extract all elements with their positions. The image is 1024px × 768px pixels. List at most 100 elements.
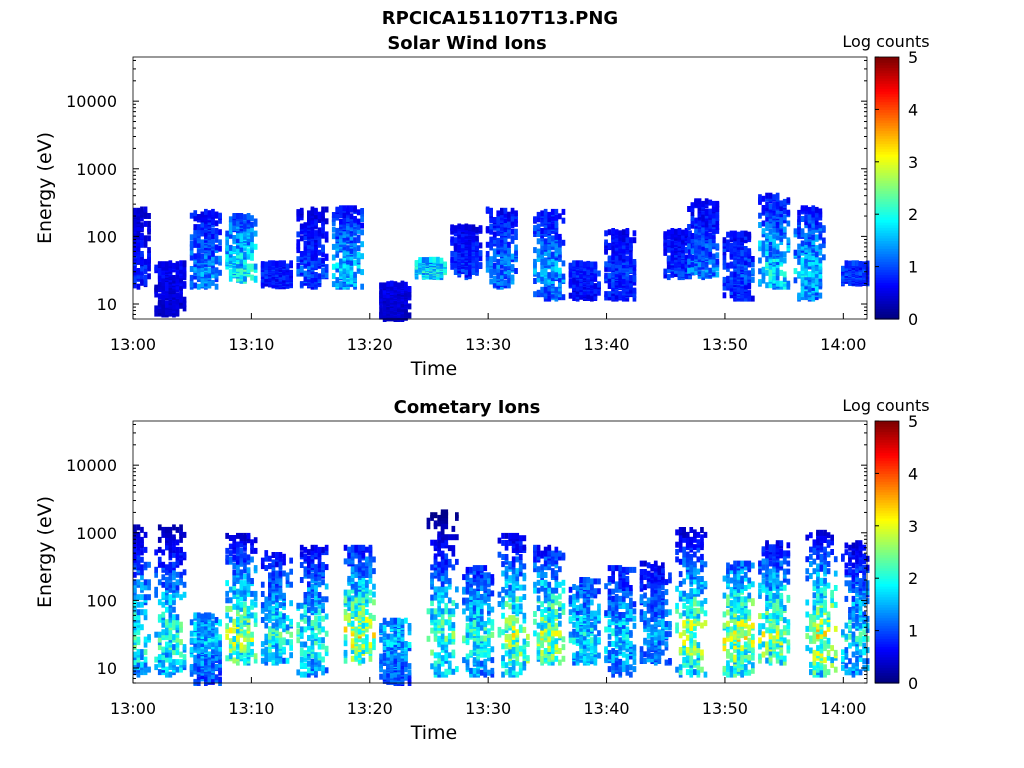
spectrogram-bin: [492, 262, 497, 269]
spectrogram-bin: [768, 245, 773, 252]
spectrogram-bin: [404, 281, 408, 288]
spectrogram-bin: [782, 251, 787, 258]
spectrogram-bin: [590, 278, 594, 285]
spectrogram-bin: [697, 198, 702, 205]
spectrogram-bin: [688, 253, 692, 259]
spectrogram-bin: [189, 637, 194, 644]
spectrogram-bin: [400, 280, 405, 287]
spectrogram-bin: [768, 206, 773, 213]
spectrogram-bin: [360, 216, 364, 222]
spectrogram-bin: [179, 576, 183, 583]
spectrogram-bin: [356, 257, 361, 264]
spectrogram-bin: [165, 282, 169, 289]
spectrogram-bin: [747, 256, 752, 262]
spectrogram-bin: [389, 280, 394, 287]
spectrogram-bin: [711, 212, 716, 219]
spectrogram-bin: [797, 249, 801, 256]
spectrogram-bin: [140, 251, 144, 257]
spectrogram-bin: [189, 630, 194, 637]
spectrogram-bin: [666, 255, 671, 262]
spectrogram-bin: [797, 219, 801, 226]
spectrogram-bin: [468, 238, 472, 245]
spectrogram-bin: [761, 220, 766, 227]
spectrogram-bin: [225, 558, 229, 565]
spectrogram-bin: [349, 205, 354, 212]
spectrogram-bin: [468, 224, 472, 231]
spectrogram-bin: [140, 594, 144, 601]
spectrogram-bin: [453, 250, 458, 257]
spectrogram-bin: [761, 231, 766, 238]
spectrogram-bin: [775, 269, 780, 276]
spectrogram-bin: [236, 541, 240, 548]
spectrogram-bin: [533, 278, 537, 284]
spectrogram-bin: [561, 217, 566, 224]
spectrogram-bin: [172, 524, 176, 531]
spectrogram-bin: [782, 257, 787, 264]
spectrogram-bin: [175, 619, 180, 626]
spectrogram-bin: [200, 253, 205, 260]
colorbar-tick-label: 2: [908, 205, 918, 224]
spectrogram-bin: [618, 230, 623, 237]
spectrogram-bin: [779, 235, 784, 242]
spectrogram-bin: [200, 646, 205, 653]
spectrogram-bin: [457, 244, 462, 251]
spectrogram-bin: [475, 258, 479, 265]
spectrogram-bin: [751, 268, 755, 275]
spectrogram-bin: [475, 244, 479, 251]
spectrogram-bin: [161, 298, 166, 305]
spectrogram-bin: [214, 636, 219, 643]
spectrogram-bin: [855, 260, 859, 267]
spectrogram-bin: [722, 284, 727, 291]
spectrogram-bin: [211, 228, 215, 234]
spectrogram-bin: [804, 246, 808, 253]
spectrogram-bin: [547, 258, 552, 265]
spectrogram-bin: [485, 206, 490, 213]
spectrogram-bin: [260, 261, 265, 268]
spectrogram-bin: [182, 301, 187, 308]
spectrogram-bin: [782, 280, 787, 287]
spectrogram-bin: [296, 209, 301, 216]
spectrogram-bin: [339, 218, 343, 225]
spectrogram-bin: [214, 228, 219, 234]
spectrogram-bin: [862, 266, 866, 273]
spectrogram-bin: [154, 664, 158, 671]
spectrogram-bin: [604, 230, 608, 237]
spectrogram-bin: [211, 627, 215, 634]
spectrogram-bin: [161, 621, 166, 628]
spectrogram-bin: [179, 651, 183, 658]
spectrogram-bin: [765, 225, 769, 232]
spectrogram-bin: [189, 234, 194, 241]
spectrogram-bin: [179, 529, 183, 536]
spectrogram-bin: [471, 269, 476, 275]
colorbar-band: [875, 106, 899, 110]
spectrogram-bin: [214, 617, 219, 623]
spectrogram-bin: [404, 309, 408, 316]
colorbar-band: [875, 161, 899, 166]
spectrogram-bin: [611, 244, 615, 251]
spectrogram-bin: [133, 594, 137, 601]
spectrogram-bin: [708, 226, 713, 233]
spectrogram-bin: [165, 626, 169, 633]
colorbar-band: [875, 274, 899, 278]
spectrogram-bin: [550, 251, 555, 258]
spectrogram-bin: [550, 223, 555, 230]
spectrogram-bin: [779, 269, 784, 276]
spectrogram-bin: [175, 551, 180, 558]
spectrogram-bin: [179, 666, 183, 673]
spectrogram-bin: [747, 248, 752, 255]
spectrogram-bin: [768, 274, 773, 281]
spectrogram-bin: [225, 655, 229, 662]
spectrogram-bin: [253, 243, 258, 250]
spectrogram-bin: [321, 210, 325, 217]
spectrogram-bin: [133, 245, 137, 252]
spectrogram-bin: [299, 251, 304, 257]
spectrogram-bin: [239, 250, 244, 257]
spectrogram-bin: [547, 272, 552, 279]
spectrogram-bin: [331, 216, 336, 222]
spectrogram-bin: [807, 240, 812, 247]
spectrogram-bin: [786, 280, 791, 287]
spectrogram-bin: [715, 227, 720, 234]
spectrogram-bin: [356, 209, 361, 216]
spectrogram-bin: [246, 253, 251, 260]
spectrogram-bin: [450, 236, 454, 243]
